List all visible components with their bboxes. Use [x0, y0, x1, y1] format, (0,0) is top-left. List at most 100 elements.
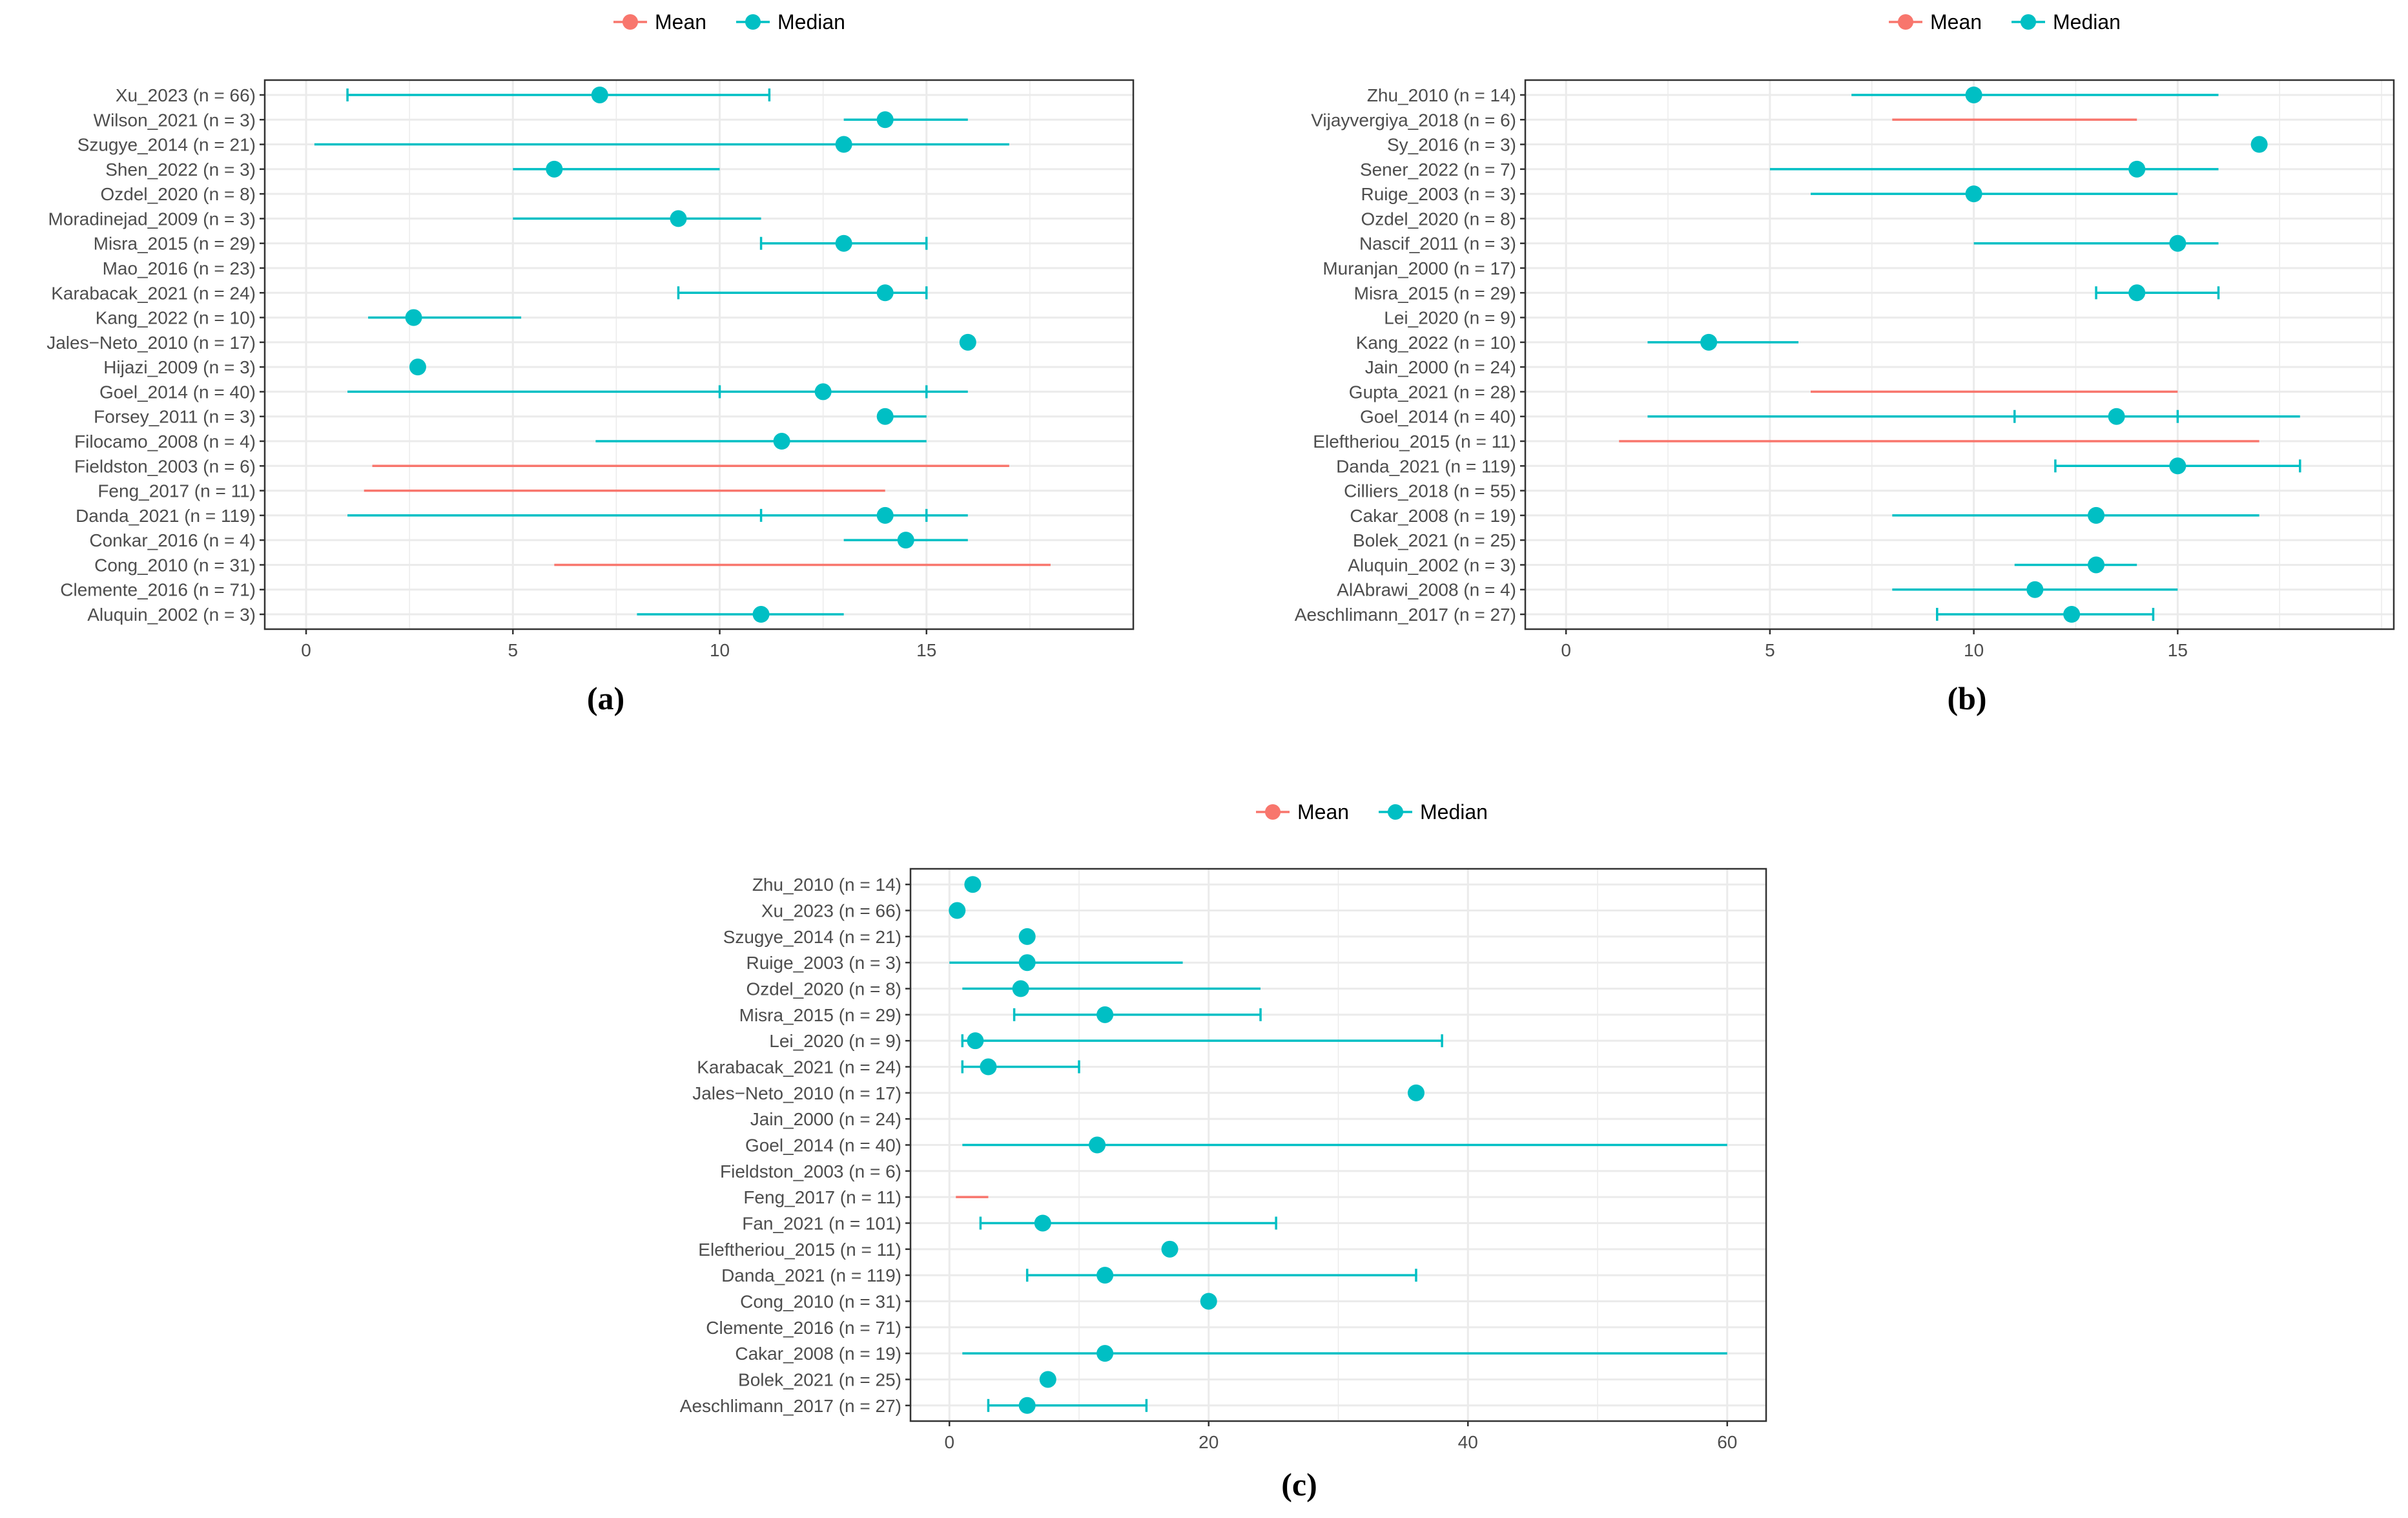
study-label: Cong_2010 (n = 31) [740, 1291, 901, 1311]
median-point [980, 1058, 997, 1076]
study-label: Hijazi_2009 (n = 3) [103, 357, 256, 377]
legend-median-label: Median [1420, 800, 1488, 824]
study-label: Feng_2017 (n = 11) [743, 1187, 901, 1207]
legend-median-swatch [2021, 14, 2036, 30]
median-point [752, 606, 770, 623]
median-point [1039, 1371, 1056, 1388]
study-label: Bolek_2021 (n = 25) [738, 1369, 901, 1389]
study-label: Gupta_2021 (n = 28) [1349, 382, 1516, 402]
median-point [959, 333, 976, 351]
legend-mean-swatch [1265, 804, 1281, 820]
median-point [2088, 556, 2105, 574]
x-tick-label: 40 [1458, 1432, 1478, 1452]
median-point [1700, 333, 1718, 351]
median-point [2128, 284, 2146, 302]
study-label: Muranjan_2000 (n = 17) [1322, 258, 1516, 278]
study-label: Szugye_2014 (n = 21) [77, 135, 256, 155]
median-point [773, 433, 790, 450]
x-tick-label: 15 [2168, 640, 2188, 660]
study-label: AlAbrawi_2008 (n = 4) [1337, 580, 1516, 600]
study-label: Danda_2021 (n = 119) [76, 506, 256, 526]
legend-mean-swatch [623, 14, 638, 30]
x-tick-label: 60 [1717, 1432, 1737, 1452]
median-point [409, 359, 426, 376]
median-point [1012, 980, 1029, 997]
study-label: Zhu_2010 (n = 14) [1367, 85, 1516, 105]
study-label: Fan_2021 (n = 101) [742, 1213, 901, 1233]
median-point [1018, 954, 1036, 972]
panel-border [263, 79, 1135, 630]
study-label: Wilson_2021 (n = 3) [94, 110, 256, 130]
median-point [1034, 1214, 1051, 1232]
study-label: Ozdel_2020 (n = 8) [1361, 209, 1517, 229]
legend-median-label: Median [2053, 10, 2121, 34]
x-tick-label: 10 [1964, 640, 1984, 660]
x-tick-label: 20 [1199, 1432, 1219, 1452]
median-point [949, 902, 966, 919]
study-label: Kang_2022 (n = 10) [1356, 333, 1516, 353]
study-label: Aluquin_2002 (n = 3) [87, 605, 256, 625]
study-label: Aeschlimann_2017 (n = 27) [1295, 605, 1516, 625]
study-label: Karabacak_2021 (n = 24) [51, 283, 256, 303]
study-label: Xu_2023 (n = 66) [761, 901, 901, 921]
median-point [964, 876, 982, 893]
median-point [876, 284, 894, 302]
legend-mean-swatch [1898, 14, 1913, 30]
study-label: Sy_2016 (n = 3) [1387, 135, 1516, 155]
study-label: Moradinejad_2009 (n = 3) [48, 209, 256, 229]
study-label: Clemente_2016 (n = 71) [706, 1318, 901, 1338]
study-label: Jales−Neto_2010 (n = 17) [46, 333, 256, 353]
study-label: Jales−Neto_2010 (n = 17) [692, 1083, 901, 1103]
study-label: Ruige_2003 (n = 3) [1361, 184, 1516, 204]
study-label: Feng_2017 (n = 11) [98, 481, 256, 501]
study-label: Danda_2021 (n = 119) [1336, 456, 1516, 476]
study-label: Cilliers_2018 (n = 55) [1344, 481, 1516, 501]
study-label: Sener_2022 (n = 7) [1360, 160, 1516, 180]
study-label: Nascif_2011 (n = 3) [1359, 234, 1516, 254]
x-tick-label: 5 [508, 640, 518, 660]
x-tick-label: 15 [916, 640, 936, 660]
study-label: Filocamo_2008 (n = 4) [74, 431, 256, 452]
study-label: Ozdel_2020 (n = 8) [101, 184, 256, 204]
median-point [1018, 928, 1036, 945]
median-point [1200, 1293, 1217, 1310]
median-point [1096, 1267, 1114, 1284]
median-point [967, 1032, 984, 1050]
median-point [1965, 86, 1982, 103]
study-label: Clemente_2016 (n = 71) [60, 580, 256, 600]
study-label: Lei_2020 (n = 9) [769, 1031, 901, 1051]
median-point [1096, 1006, 1114, 1023]
study-label: Conkar_2016 (n = 4) [89, 530, 256, 550]
x-tick-label: 0 [944, 1432, 954, 1452]
study-label: Ruige_2003 (n = 3) [746, 953, 901, 973]
median-point [876, 408, 894, 425]
median-point [2250, 136, 2268, 153]
median-point [546, 160, 563, 178]
study-label: Goel_2014 (n = 40) [745, 1136, 901, 1156]
legend-median-swatch [1388, 804, 1403, 820]
x-tick-label: 0 [301, 640, 311, 660]
median-point [835, 234, 852, 252]
median-point [876, 506, 894, 524]
median-point [2169, 234, 2187, 252]
study-label: Karabacak_2021 (n = 24) [697, 1057, 901, 1077]
x-tick-label: 5 [1765, 640, 1775, 660]
study-label: Cong_2010 (n = 31) [94, 555, 256, 575]
study-label: Danda_2021 (n = 119) [721, 1265, 901, 1285]
panel-caption: (b) [1947, 680, 1986, 716]
study-label: Misra_2015 (n = 29) [94, 234, 256, 254]
legend-median-swatch [745, 14, 761, 30]
median-point [405, 309, 422, 326]
study-label: Xu_2023 (n = 66) [116, 85, 256, 105]
study-label: Jain_2000 (n = 24) [1365, 357, 1516, 377]
panel-border [1524, 79, 2395, 630]
study-label: Eleftheriou_2015 (n = 11) [1313, 431, 1516, 452]
study-label: Aeschlimann_2017 (n = 27) [680, 1396, 901, 1416]
study-label: Mao_2016 (n = 23) [103, 258, 256, 278]
panel-border [909, 868, 1767, 1422]
legend-mean-label: Mean [1930, 10, 1982, 34]
median-point [2169, 457, 2187, 475]
study-label: Szugye_2014 (n = 21) [723, 927, 901, 947]
